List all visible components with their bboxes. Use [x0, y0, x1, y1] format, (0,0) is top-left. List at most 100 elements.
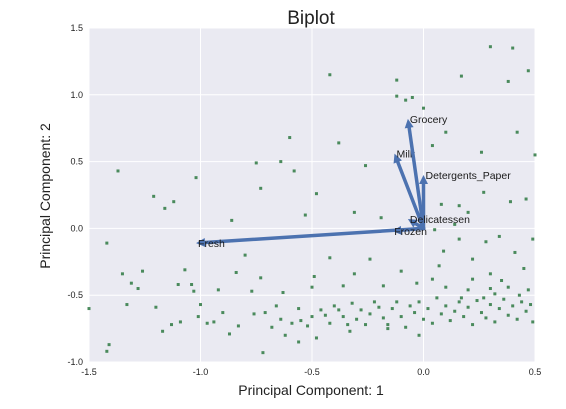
data-point — [105, 349, 109, 353]
data-point — [372, 300, 376, 304]
data-point — [212, 320, 216, 324]
data-point — [488, 272, 492, 276]
data-point — [430, 321, 434, 325]
data-point — [87, 307, 91, 311]
data-point — [346, 323, 350, 327]
data-point — [529, 303, 533, 307]
data-point — [506, 79, 510, 83]
data-point — [435, 296, 439, 300]
data-point — [161, 329, 165, 333]
data-point — [422, 106, 425, 110]
y-tick-label: 0.0 — [70, 223, 83, 233]
data-point — [500, 279, 504, 283]
chart-title: Biplot — [287, 8, 335, 29]
data-point — [261, 351, 265, 355]
data-point — [355, 317, 359, 321]
data-point — [163, 206, 167, 210]
data-point — [430, 277, 434, 281]
feature-vectors: FreshMilkGroceryFrozenDetergents_PaperDe… — [196, 114, 511, 250]
data-point — [404, 325, 408, 329]
data-point — [533, 153, 537, 157]
data-point — [252, 312, 256, 316]
data-point — [292, 169, 296, 173]
data-point — [479, 150, 483, 154]
data-point — [531, 237, 535, 241]
data-point — [364, 164, 368, 168]
y-tick-label: -1.0 — [67, 357, 83, 367]
data-point — [462, 315, 466, 319]
vector-label: Fresh — [198, 238, 225, 250]
x-tick-label: -1.0 — [193, 367, 209, 377]
vector-arrowhead — [419, 174, 428, 184]
data-point — [386, 323, 390, 327]
data-point — [479, 311, 483, 315]
data-point — [488, 45, 492, 49]
data-point — [497, 307, 501, 311]
data-point — [457, 237, 461, 241]
data-point — [484, 240, 488, 244]
data-point — [172, 200, 176, 204]
data-point — [178, 320, 182, 324]
data-point — [520, 300, 524, 304]
data-point — [466, 210, 470, 214]
data-point — [471, 277, 475, 281]
data-point — [513, 250, 517, 254]
x-tick-label: 0.0 — [417, 367, 430, 377]
data-point — [310, 315, 314, 319]
data-point — [341, 315, 345, 319]
data-point — [524, 197, 528, 201]
data-point — [531, 320, 535, 324]
data-point — [444, 304, 448, 308]
data-point — [417, 300, 421, 304]
data-point — [254, 161, 258, 165]
data-point — [395, 78, 399, 82]
data-point — [125, 303, 129, 307]
data-point — [493, 320, 497, 324]
data-point — [314, 336, 318, 340]
data-point — [422, 317, 425, 321]
data-point — [283, 333, 287, 337]
data-point — [426, 307, 430, 311]
data-point — [328, 256, 332, 260]
data-point — [437, 264, 441, 268]
data-point — [314, 192, 318, 196]
data-point — [341, 284, 345, 288]
data-point — [259, 186, 263, 190]
y-axis-label: Principal Component: 2 — [37, 123, 53, 269]
data-point — [459, 74, 463, 78]
data-point — [410, 95, 414, 99]
data-point — [332, 304, 336, 308]
data-point — [395, 300, 399, 304]
data-point — [290, 321, 294, 325]
vector-arrow — [203, 226, 426, 245]
data-point — [508, 200, 512, 204]
data-point — [279, 160, 283, 164]
x-tick-label: -1.5 — [81, 367, 97, 377]
data-point — [408, 304, 412, 308]
data-point — [453, 222, 457, 226]
data-point — [368, 257, 372, 261]
data-point — [319, 308, 323, 312]
data-point — [515, 317, 519, 321]
data-point — [299, 319, 303, 323]
data-point — [415, 281, 419, 285]
data-point — [259, 276, 263, 280]
data-point — [497, 234, 501, 238]
data-point — [511, 304, 515, 308]
data-point — [221, 311, 225, 315]
data-point — [484, 316, 488, 320]
data-point — [475, 299, 479, 303]
vector-arrowhead — [392, 225, 402, 235]
data-point — [288, 136, 292, 140]
data-point — [243, 253, 247, 257]
data-point — [439, 202, 443, 206]
data-point — [306, 324, 310, 328]
data-point — [274, 304, 278, 308]
data-point — [194, 176, 198, 180]
data-point — [303, 213, 307, 217]
data-point — [379, 216, 383, 220]
data-point — [352, 210, 356, 214]
y-tick-label: 1.0 — [70, 90, 83, 100]
vector-arrow — [407, 126, 426, 231]
data-point — [444, 285, 448, 289]
